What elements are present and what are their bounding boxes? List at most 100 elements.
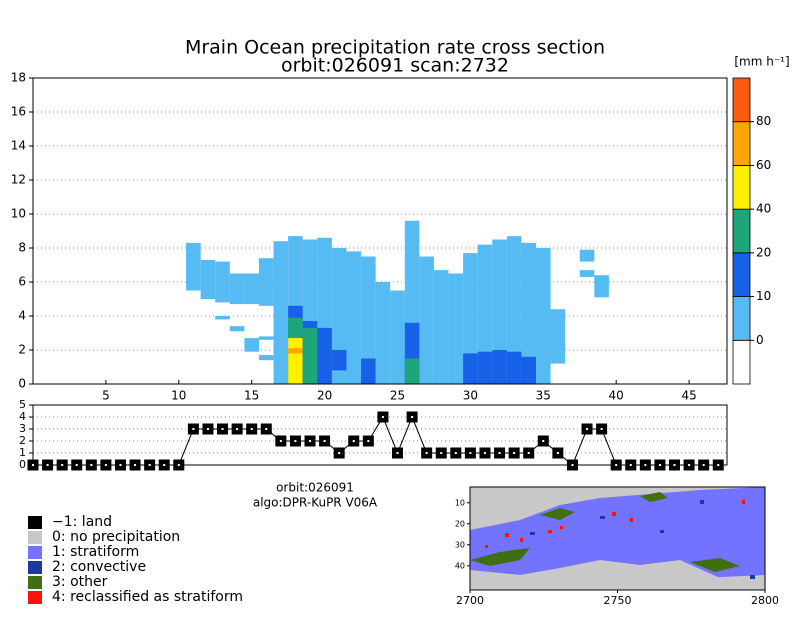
rain-cell bbox=[477, 244, 493, 384]
type-marker-dot bbox=[265, 428, 268, 430]
colorbar-tick-label: 10 bbox=[756, 289, 771, 303]
rain-cell bbox=[594, 275, 609, 298]
x-tick-label: 30 bbox=[463, 389, 478, 403]
type-marker-dot bbox=[717, 464, 720, 466]
rain-cell bbox=[521, 356, 537, 384]
rain-cell bbox=[433, 270, 449, 384]
y-tick-label: 16 bbox=[11, 105, 26, 119]
type-marker-dot bbox=[279, 440, 282, 442]
type-marker-dot bbox=[192, 428, 195, 430]
type-marker-dot bbox=[702, 464, 705, 466]
legend-label: −1: land bbox=[52, 514, 112, 530]
type-marker-dot bbox=[425, 452, 428, 454]
colorbar-tick-label: 0 bbox=[756, 333, 764, 347]
y-tick-label: 20 bbox=[455, 519, 465, 528]
map-stratiform bbox=[470, 487, 765, 578]
type-line bbox=[33, 415, 719, 466]
type-marker-dot bbox=[586, 428, 589, 430]
type-marker-dot bbox=[206, 428, 209, 430]
colorbar-tick-label: 80 bbox=[756, 114, 771, 128]
rain-cell bbox=[361, 358, 376, 384]
type-marker-dot bbox=[250, 428, 253, 430]
type-marker-dot bbox=[498, 452, 501, 454]
type-marker-dot bbox=[381, 416, 384, 418]
chart-subtitle: orbit:026091 scan:2732 bbox=[281, 55, 509, 77]
type-marker-dot bbox=[629, 464, 632, 466]
info-algo: algo:DPR-KuPR V06A bbox=[253, 496, 378, 510]
type-marker-dot bbox=[221, 428, 224, 430]
type-marker-dot bbox=[600, 428, 603, 430]
type-marker-dot bbox=[163, 464, 166, 466]
rain-cell bbox=[448, 273, 464, 384]
x-tick-label: 2750 bbox=[604, 594, 632, 607]
type-marker-dot bbox=[673, 464, 676, 466]
type-marker-dot bbox=[104, 464, 107, 466]
colorbar-segment bbox=[732, 165, 751, 210]
type-marker-dot bbox=[396, 452, 399, 454]
type-marker-dot bbox=[134, 464, 137, 466]
type-marker-dot bbox=[644, 464, 647, 466]
type-marker-dot bbox=[513, 452, 516, 454]
rain-cell bbox=[273, 241, 289, 384]
type-marker-dot bbox=[75, 464, 78, 466]
y-tick-label: 4 bbox=[19, 410, 26, 423]
rain-cell bbox=[288, 348, 303, 354]
y-tick-label: 0 bbox=[19, 458, 26, 471]
map-other bbox=[540, 492, 740, 572]
type-marker-dot bbox=[411, 416, 414, 418]
type-marker-dot bbox=[542, 440, 545, 442]
map-image bbox=[469, 486, 766, 591]
rain-cell bbox=[506, 236, 522, 384]
rain-cell bbox=[579, 249, 595, 262]
rain-cell bbox=[229, 326, 245, 332]
rain-cell bbox=[579, 270, 595, 277]
y-tick-label: 5 bbox=[19, 398, 26, 411]
rain-cell bbox=[361, 256, 376, 384]
rain-cell bbox=[258, 336, 274, 340]
type-marker-dot bbox=[615, 464, 618, 466]
map-reclassified bbox=[485, 500, 745, 548]
rain-cell bbox=[346, 251, 362, 384]
legend-label: 1: stratiform bbox=[52, 544, 139, 560]
rain-cell bbox=[492, 350, 507, 384]
rain-cell bbox=[492, 239, 507, 384]
rain-cell bbox=[506, 351, 522, 384]
rain-cell bbox=[317, 327, 332, 384]
legend-swatch bbox=[28, 531, 42, 544]
x-tick-label: 5 bbox=[102, 389, 110, 403]
legend-swatch bbox=[28, 591, 42, 604]
legend-label: 3: other bbox=[52, 574, 108, 590]
type-marker-dot bbox=[309, 440, 312, 442]
rain-cell bbox=[463, 353, 478, 384]
rain-cell bbox=[258, 258, 274, 306]
y-tick-label: 2 bbox=[18, 343, 26, 357]
x-tick-label: 10 bbox=[171, 389, 186, 403]
map-other bbox=[470, 548, 530, 566]
x-tick-label: 45 bbox=[681, 389, 696, 403]
rain-cell bbox=[200, 259, 216, 299]
map-convective bbox=[530, 500, 755, 579]
colorbar-segment bbox=[732, 252, 751, 297]
chart-title: Mrain Ocean precipitation rate cross sec… bbox=[185, 37, 605, 59]
type-marker-dot bbox=[352, 440, 355, 442]
rain-cell bbox=[244, 273, 259, 305]
rain-cell bbox=[477, 351, 493, 384]
y-tick-label: 18 bbox=[11, 71, 26, 85]
type-marker-dot bbox=[658, 464, 661, 466]
rain-cell bbox=[375, 282, 391, 384]
type-marker-dot bbox=[294, 440, 297, 442]
x-tick-label: 20 bbox=[317, 389, 332, 403]
y-tick-label: 0 bbox=[18, 377, 26, 391]
type-marker-dot bbox=[483, 452, 486, 454]
type-marker-dot bbox=[688, 464, 691, 466]
type-marker-dot bbox=[440, 452, 443, 454]
rain-cell bbox=[521, 242, 537, 384]
info-orbit: orbit:026091 bbox=[276, 481, 354, 495]
rain-cell bbox=[258, 355, 274, 361]
rain-cell bbox=[288, 338, 303, 384]
x-tick-label: 25 bbox=[390, 389, 405, 403]
colorbar-label: [mm h⁻¹] bbox=[734, 55, 789, 69]
colorbar-tick-label: 60 bbox=[756, 158, 771, 172]
colorbar-segment bbox=[732, 121, 751, 166]
